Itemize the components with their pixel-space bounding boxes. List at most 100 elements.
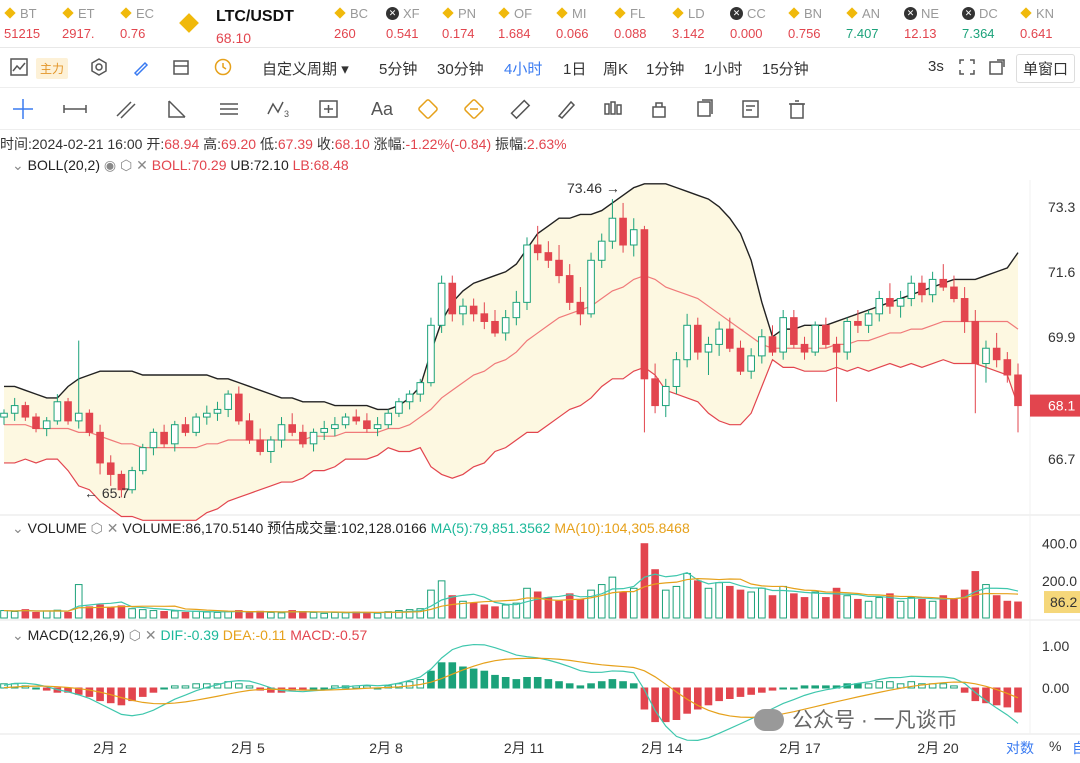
high-label: 高: (203, 136, 222, 152)
volume-bar (704, 587, 713, 619)
candle-body (822, 324, 830, 345)
candle-body (288, 424, 296, 433)
volume-bar (661, 589, 670, 619)
ticker-item[interactable]: PN 0.174 (442, 4, 476, 44)
date-axis-label: 2月 8 (369, 740, 403, 756)
close-icon[interactable]: ✕ (144, 627, 157, 643)
percent-toggle[interactable]: % (1049, 738, 1062, 754)
ticker-item[interactable]: KN 0.641 (1020, 4, 1054, 44)
ticker-item[interactable]: FL 0.088 (614, 4, 647, 44)
edit-note-icon[interactable] (740, 98, 762, 120)
candle-body (245, 420, 254, 441)
ticker-item[interactable]: OF 1.684 (498, 4, 532, 44)
clock-icon[interactable] (214, 58, 232, 80)
volume-bar (939, 595, 948, 619)
ticker-item[interactable]: LD 3.142 (672, 4, 705, 44)
refresh-interval[interactable]: 3s (928, 58, 944, 75)
volume-bar (405, 609, 414, 619)
auto-toggle[interactable]: 自 (1072, 740, 1080, 756)
wave-icon[interactable]: 3 (266, 98, 289, 120)
candle-body (907, 282, 916, 300)
horizontal-line-icon[interactable] (62, 98, 87, 120)
current-symbol[interactable]: LTC/USDT 68.10 (178, 4, 294, 48)
macd-bar (202, 683, 211, 689)
volume-bar (512, 602, 521, 619)
candle-body (960, 298, 969, 322)
ticker-item[interactable]: ✕ XF 0.541 (386, 4, 420, 44)
volume-bar (533, 591, 542, 619)
candle-body (235, 393, 243, 422)
close-icon[interactable]: ✕ (106, 520, 119, 536)
brush-icon[interactable] (555, 98, 577, 120)
chevron-down-icon[interactable]: ⌄ (12, 627, 24, 643)
settings-icon[interactable]: ⬡ (128, 627, 142, 643)
candle-body (608, 217, 617, 242)
ticker-item[interactable]: BC 260 (334, 4, 368, 44)
ticker-symbol: EC (136, 5, 155, 21)
main-indicator-badge[interactable]: 主力 (36, 58, 69, 79)
ticker-item[interactable]: ✕ DC 7.364 (962, 4, 998, 44)
close-icon[interactable]: ✕ (136, 157, 148, 173)
macd-bar (715, 687, 723, 702)
window-mode-select[interactable]: 单窗口 (1016, 54, 1076, 83)
period-1m[interactable]: 1分钟 (646, 61, 685, 78)
template-icon[interactable] (172, 58, 190, 80)
chart-type-icon[interactable] (10, 58, 28, 80)
period-15m[interactable]: 15分钟 (762, 61, 809, 78)
measure-box-icon[interactable] (318, 98, 340, 120)
draw-icon[interactable] (132, 58, 150, 80)
ruler-icon[interactable] (509, 98, 531, 120)
parallel-lines-icon[interactable] (115, 98, 137, 120)
period-week[interactable]: 周K (603, 61, 629, 78)
ticker-item[interactable]: BN 0.756 (788, 4, 822, 44)
chevron-down-icon[interactable]: ⌄ (12, 520, 24, 536)
popout-icon[interactable] (988, 58, 1006, 80)
custom-period-dropdown[interactable]: 自定义周期 ▾ (262, 58, 349, 79)
candle-body (875, 298, 884, 315)
macd-bar (491, 674, 499, 689)
ticker-item[interactable]: ✕ CC 0.000 (730, 4, 766, 44)
volume-bar (982, 584, 990, 619)
period-1d[interactable]: 1日 (563, 61, 587, 78)
volume-bar (160, 611, 168, 619)
chevron-down-icon[interactable]: ⌄ (12, 157, 24, 173)
settings-icon[interactable]: ⬡ (90, 520, 103, 536)
ticker-item[interactable]: ✕ NE 12.13 (904, 4, 939, 44)
candle-body (790, 317, 798, 345)
ticker-item[interactable]: ET 2917. (62, 4, 95, 44)
period-1h[interactable]: 1小时 (704, 61, 743, 78)
date-axis-label: 2月 14 (641, 740, 682, 756)
copy-icon[interactable] (694, 98, 716, 120)
ticker-item[interactable]: MI 0.066 (556, 4, 589, 44)
fullscreen-icon[interactable] (958, 58, 976, 80)
candle-body (53, 401, 62, 422)
period-30m[interactable]: 30分钟 (437, 61, 484, 78)
volume-bar (651, 569, 659, 619)
candle-tool-icon[interactable] (602, 98, 624, 120)
ticker-item[interactable]: EC 0.76 (120, 4, 154, 44)
ruler-tag-icon[interactable] (417, 98, 439, 120)
ticker-item[interactable]: BT 51215 (4, 4, 40, 44)
angle-icon[interactable] (166, 98, 188, 120)
log-scale-toggle[interactable]: 对数 (1006, 740, 1034, 756)
candle-body (661, 385, 670, 407)
macd-dea-line (3, 657, 1019, 718)
volume-bar (992, 595, 1001, 619)
eye-icon[interactable]: ◉ (103, 157, 117, 173)
trash-icon[interactable] (786, 98, 808, 120)
period-4h[interactable]: 4小时 (504, 61, 543, 78)
candle-body (747, 355, 755, 372)
period-5m[interactable]: 5分钟 (379, 61, 418, 78)
candle-body (106, 462, 115, 475)
text-tool-icon[interactable]: Aa (370, 99, 394, 119)
fib-lines-icon[interactable] (218, 98, 240, 120)
settings-icon[interactable] (90, 58, 108, 80)
ticker-price: 0.541 (386, 26, 419, 41)
crosshair-icon[interactable] (12, 98, 34, 120)
price-tag-icon[interactable] (463, 98, 485, 120)
lock-icon[interactable] (648, 98, 670, 120)
ticker-item[interactable]: AN 7.407 (846, 4, 880, 44)
settings-icon[interactable]: ⬡ (120, 157, 133, 173)
macd-bar (405, 681, 414, 689)
